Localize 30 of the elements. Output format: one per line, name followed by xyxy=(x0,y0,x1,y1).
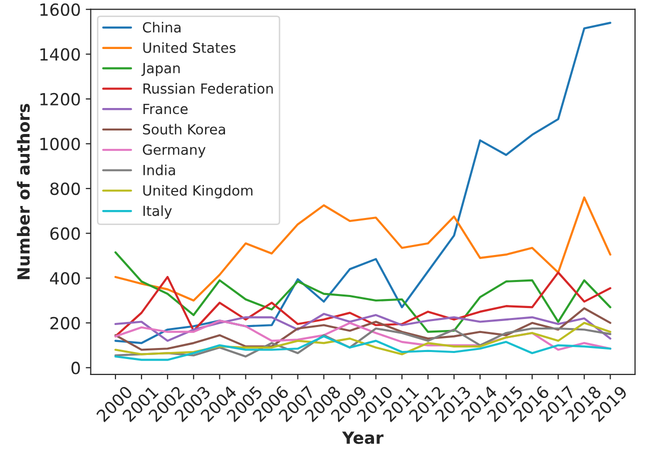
line-series xyxy=(114,320,612,351)
legend-label: China xyxy=(142,22,181,33)
y-tick-label: 200 xyxy=(50,316,80,330)
line-series xyxy=(114,322,612,356)
y-tick-label: 1000 xyxy=(40,138,80,150)
legend-label: United Kingdom xyxy=(143,184,252,198)
legend-label: Germany xyxy=(142,144,206,158)
legend-label: Russian Federation xyxy=(143,83,273,94)
line-series xyxy=(114,271,612,338)
legend-label: Japan xyxy=(141,63,180,76)
y-tick-label: 0 xyxy=(71,362,80,374)
legend-label: Italy xyxy=(143,205,172,219)
legend-label: South Korea xyxy=(143,124,225,135)
y-tick-label: 1400 xyxy=(40,48,80,61)
y-axis-title: Number of authors xyxy=(16,104,30,280)
line-series xyxy=(114,251,612,333)
y-tick-label: 600 xyxy=(50,227,80,240)
x-axis-title: Year xyxy=(342,432,384,444)
legend-label: France xyxy=(143,104,188,114)
y-tick-label: 1600 xyxy=(40,3,80,16)
line-series xyxy=(114,327,612,358)
legend-label: United States xyxy=(143,42,236,53)
y-tick-label: 800 xyxy=(50,182,80,196)
line-series xyxy=(114,22,612,344)
y-tick-label: 1200 xyxy=(40,92,80,106)
line-series xyxy=(114,312,612,342)
y-tick-label: 400 xyxy=(50,272,80,285)
line-series xyxy=(114,335,612,361)
line-series xyxy=(114,307,612,351)
legend-label: India xyxy=(143,164,175,176)
